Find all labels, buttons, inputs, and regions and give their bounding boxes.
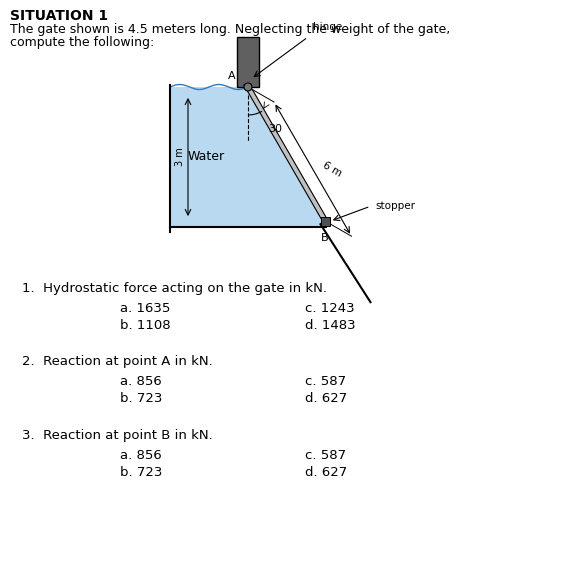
Text: c. 1243: c. 1243 — [305, 302, 355, 315]
Text: 3.  Reaction at point B in kN.: 3. Reaction at point B in kN. — [22, 429, 213, 442]
Text: 1.  Hydrostatic force acting on the gate in kN.: 1. Hydrostatic force acting on the gate … — [22, 282, 327, 295]
Text: c. 587: c. 587 — [305, 449, 346, 462]
Text: 30: 30 — [268, 124, 282, 134]
Text: A: A — [228, 71, 236, 81]
Text: b. 1108: b. 1108 — [120, 319, 170, 332]
Text: B: B — [320, 233, 328, 243]
Text: 6 m: 6 m — [321, 160, 343, 178]
Text: c. 587: c. 587 — [305, 375, 346, 388]
Text: The gate shown is 4.5 meters long. Neglecting the weight of the gate,: The gate shown is 4.5 meters long. Negle… — [10, 23, 450, 36]
Text: d. 627: d. 627 — [305, 466, 347, 479]
Text: d. 627: d. 627 — [305, 392, 347, 405]
Text: hinge: hinge — [313, 22, 342, 32]
Text: a. 856: a. 856 — [120, 449, 162, 462]
Circle shape — [244, 83, 252, 91]
Text: stopper: stopper — [376, 201, 415, 211]
Text: 2.  Reaction at point A in kN.: 2. Reaction at point A in kN. — [22, 355, 213, 368]
Text: compute the following:: compute the following: — [10, 36, 154, 49]
Text: 3 m: 3 m — [175, 148, 185, 166]
Text: d. 1483: d. 1483 — [305, 319, 355, 332]
Text: a. 856: a. 856 — [120, 375, 162, 388]
Text: Water: Water — [188, 151, 225, 163]
Bar — [321, 217, 330, 226]
Polygon shape — [244, 84, 330, 224]
Text: b. 723: b. 723 — [120, 392, 162, 405]
Text: b. 723: b. 723 — [120, 466, 162, 479]
Text: SITUATION 1: SITUATION 1 — [10, 9, 108, 23]
Text: a. 1635: a. 1635 — [120, 302, 170, 315]
Bar — [237, 37, 259, 87]
Polygon shape — [170, 87, 325, 227]
